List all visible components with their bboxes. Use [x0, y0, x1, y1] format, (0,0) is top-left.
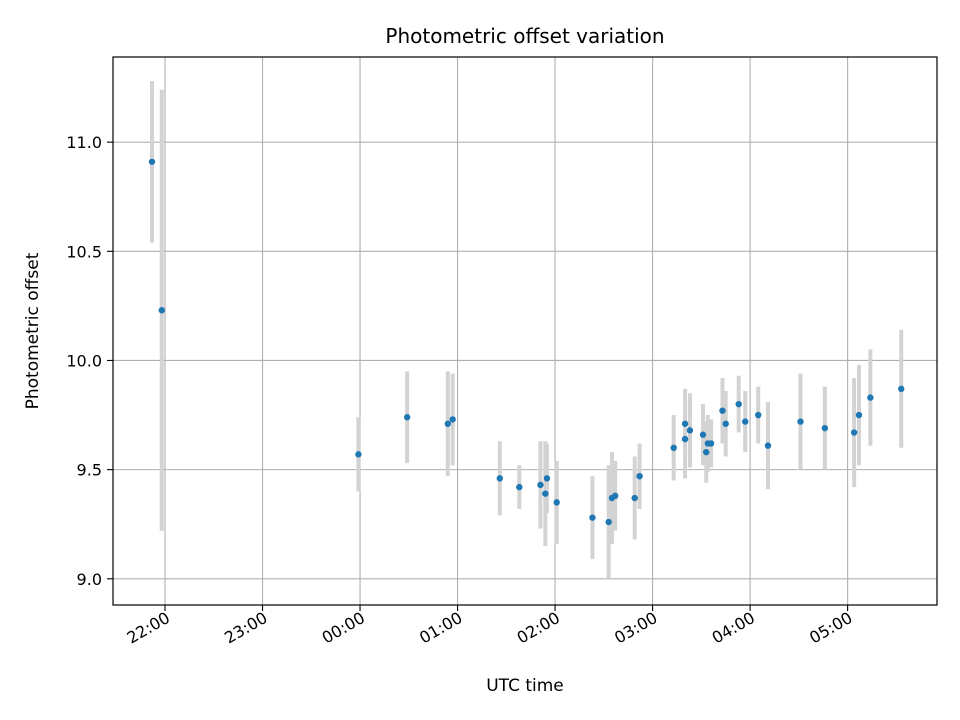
data-point	[589, 514, 596, 521]
y-tick-label: 10.0	[66, 351, 102, 370]
data-point	[537, 481, 544, 489]
data-point	[735, 400, 742, 408]
data-point	[686, 427, 694, 434]
data-point	[355, 451, 362, 458]
data-point	[855, 411, 863, 419]
data-point	[670, 444, 677, 452]
data-point	[742, 418, 749, 425]
data-point	[707, 440, 715, 447]
data-point	[553, 499, 560, 506]
y-axis-ticks: 9.0 9.5 10.0 10.5 11.0	[66, 133, 113, 589]
data-point	[764, 442, 772, 449]
data-point	[722, 420, 729, 427]
data-point	[681, 435, 689, 443]
data-point	[543, 475, 551, 482]
data-point	[699, 431, 707, 438]
point-layer	[148, 158, 905, 526]
data-point	[821, 424, 829, 432]
data-point	[516, 483, 523, 491]
data-point	[496, 475, 504, 482]
data-point	[755, 411, 762, 419]
data-point	[898, 385, 905, 393]
data-point	[719, 407, 726, 414]
plot-frame	[112, 56, 938, 606]
data-point	[158, 307, 165, 314]
data-point	[449, 416, 456, 423]
y-tick-label: 11.0	[66, 133, 102, 152]
data-point	[631, 494, 638, 502]
data-point	[681, 420, 689, 427]
y-tick-label: 9.0	[77, 570, 102, 589]
data-point	[850, 429, 858, 436]
data-point	[636, 472, 643, 480]
data-point	[542, 490, 549, 497]
x-axis-label: UTC time	[486, 676, 564, 696]
y-tick-label: 9.5	[77, 461, 102, 480]
data-point	[867, 394, 874, 401]
data-point	[403, 414, 411, 421]
data-point	[444, 420, 452, 427]
data-point	[612, 492, 619, 500]
chart-title: Photometric offset variation	[385, 24, 664, 48]
y-axis-label: Photometric offset	[23, 252, 43, 409]
data-point	[605, 518, 612, 526]
y-tick-label: 10.5	[66, 242, 102, 261]
data-point	[703, 448, 710, 456]
data-point	[797, 418, 804, 425]
data-point	[148, 158, 156, 165]
